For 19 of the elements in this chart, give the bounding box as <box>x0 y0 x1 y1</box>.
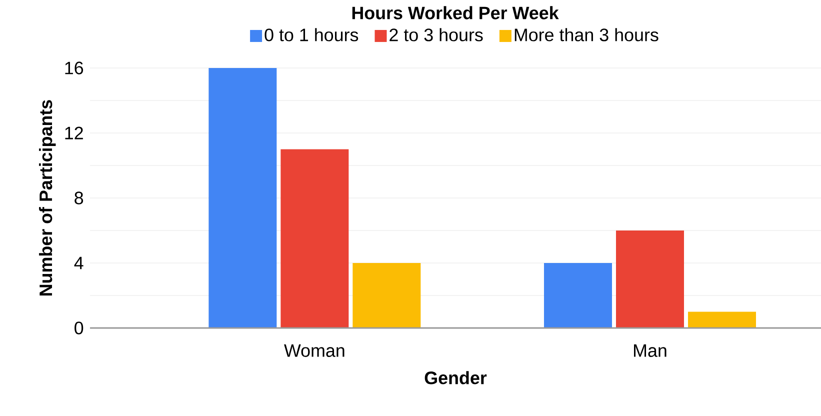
y-tick-label: 8 <box>74 192 84 204</box>
legend-label: 2 to 3 hours <box>390 28 483 42</box>
bar <box>544 263 612 328</box>
y-tick-label: 4 <box>74 256 84 270</box>
legend-label: More than 3 hours <box>514 28 658 42</box>
y-tick-label: 0 <box>74 322 84 334</box>
bar <box>688 312 756 328</box>
legend-label: 0 to 1 hours <box>264 28 358 42</box>
bar <box>280 149 349 328</box>
bar <box>208 68 277 328</box>
y-axis-title: Number of Participants <box>39 100 56 296</box>
x-tick-label: Woman <box>284 344 344 357</box>
x-tick-label: Man <box>634 344 666 357</box>
y-tick-label: 16 <box>65 62 84 74</box>
bar <box>352 263 421 328</box>
chart-title: Hours Worked Per Week <box>352 6 559 20</box>
x-axis-title: Gender <box>424 371 487 384</box>
bar <box>616 230 684 328</box>
y-tick-label: 12 <box>65 126 83 140</box>
